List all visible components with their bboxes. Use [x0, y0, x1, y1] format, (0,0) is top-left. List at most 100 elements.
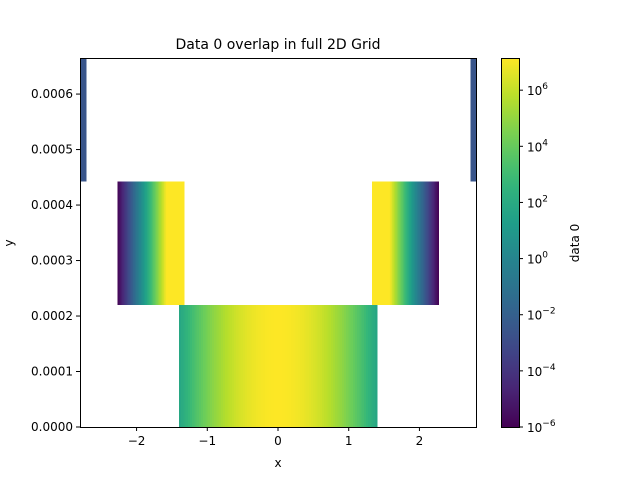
- heatmap-block: [80, 58, 87, 182]
- heatmap-cell: [170, 181, 172, 305]
- heatmap-cell: [238, 304, 242, 427]
- heatmap-cell: [382, 181, 384, 305]
- heatmap-cell: [118, 181, 121, 305]
- heatmap-cell: [127, 181, 129, 305]
- heatmap-cell: [408, 181, 410, 305]
- heatmap-cell: [391, 181, 394, 305]
- heatmap-cell: [179, 304, 182, 427]
- heatmap-cell: [384, 181, 386, 305]
- heatmap-cell: [185, 304, 189, 427]
- heatmap-cell: [124, 181, 127, 305]
- heatmap-cell: [380, 181, 382, 305]
- heatmap-cell: [400, 181, 402, 305]
- heatmap-cell: [135, 181, 137, 305]
- heatmap-cell: [434, 181, 436, 305]
- heatmap-cell: [253, 304, 257, 427]
- heatmap-cell: [172, 181, 175, 305]
- heatmap-cell: [416, 181, 418, 305]
- heatmap-cell: [123, 181, 125, 305]
- heatmap-cell: [424, 181, 426, 305]
- heatmap-block: [117, 181, 185, 305]
- heatmap-block: [470, 58, 477, 182]
- heatmap-cell: [394, 181, 396, 305]
- heatmap-cell: [141, 181, 143, 305]
- heatmap-cell: [153, 181, 156, 305]
- heatmap-cell: [411, 181, 413, 305]
- y-tick-label: 0.0001: [31, 365, 73, 379]
- heatmap-cell: [429, 181, 431, 305]
- y-tick-label: 0.0002: [31, 309, 73, 323]
- heatmap-cell: [436, 181, 438, 305]
- heatmap-cell: [394, 181, 397, 305]
- heatmap-cell: [132, 181, 135, 305]
- x-tick-label: −1: [198, 434, 216, 448]
- heatmap-cell: [247, 304, 250, 427]
- heatmap-cell: [372, 181, 374, 305]
- heatmap-cell: [156, 181, 158, 305]
- heatmap-cell: [404, 181, 406, 305]
- heatmap-cell: [432, 181, 434, 305]
- heatmap-cell: [393, 181, 395, 305]
- heatmap-cell: [223, 304, 226, 427]
- heatmap-cell: [149, 181, 151, 305]
- heatmap-cell: [262, 304, 266, 427]
- heatmap-cell: [144, 181, 147, 305]
- x-tick-label: 2: [416, 434, 424, 448]
- heatmap-cell: [435, 181, 437, 305]
- heatmap-cell: [420, 181, 422, 305]
- heatmap-cell: [406, 181, 409, 305]
- heatmap-cell: [245, 304, 248, 427]
- heatmap-cell: [383, 181, 385, 305]
- heatmap-cell: [366, 304, 369, 427]
- heatmap-cell: [428, 181, 431, 305]
- heatmap-cell: [355, 304, 358, 427]
- heatmap-cell: [328, 304, 332, 427]
- heatmap-cell: [373, 181, 375, 305]
- heatmap-cell: [378, 181, 381, 305]
- heatmap-cell: [431, 181, 434, 305]
- heatmap-cell: [313, 304, 316, 427]
- heatmap-cell: [370, 304, 374, 427]
- heatmap-cell: [423, 181, 426, 305]
- heatmap-cell: [275, 304, 279, 427]
- heatmap-cell: [306, 304, 310, 427]
- heatmap-cell: [411, 181, 414, 305]
- heatmap-cell: [381, 181, 383, 305]
- heatmap-cell: [130, 181, 132, 305]
- heatmap-cell: [428, 181, 430, 305]
- heatmap-cell: [286, 304, 290, 427]
- heatmap-cell: [147, 181, 149, 305]
- x-tick-label: 1: [345, 434, 353, 448]
- heatmap-cell: [359, 304, 363, 427]
- heatmap-cell: [140, 181, 142, 305]
- heatmap-cell: [330, 304, 334, 427]
- heatmap-cell: [417, 181, 420, 305]
- heatmap-cell: [142, 181, 144, 305]
- heatmap-cell: [214, 304, 217, 427]
- heatmap-cell: [120, 181, 122, 305]
- heatmap-cell: [151, 181, 153, 305]
- heatmap-cell: [175, 181, 178, 305]
- heatmap-cell: [216, 304, 220, 427]
- heatmap-cell: [293, 304, 297, 427]
- heatmap-cell: [121, 181, 123, 305]
- heatmap-cell: [175, 181, 177, 305]
- heatmap-cell: [405, 181, 407, 305]
- heatmap-cell: [119, 181, 122, 305]
- heatmap-cell: [375, 181, 378, 305]
- y-tick-label: 0.0004: [31, 198, 73, 212]
- heatmap-cell: [260, 304, 264, 427]
- heatmap-cell: [304, 304, 308, 427]
- heatmap-cell: [414, 181, 417, 305]
- heatmap-cell: [368, 304, 371, 427]
- heatmap-cell: [317, 304, 321, 427]
- heatmap-cell: [144, 181, 146, 305]
- heatmap-cell: [176, 181, 178, 305]
- heatmap-cell: [133, 181, 136, 305]
- colorbar-tick-label: 10−6: [527, 419, 556, 435]
- heatmap-cell: [319, 304, 323, 427]
- heatmap-cell: [388, 181, 390, 305]
- heatmap-cell: [397, 181, 399, 305]
- heatmap-cell: [163, 181, 165, 305]
- heatmap-cell: [155, 181, 158, 305]
